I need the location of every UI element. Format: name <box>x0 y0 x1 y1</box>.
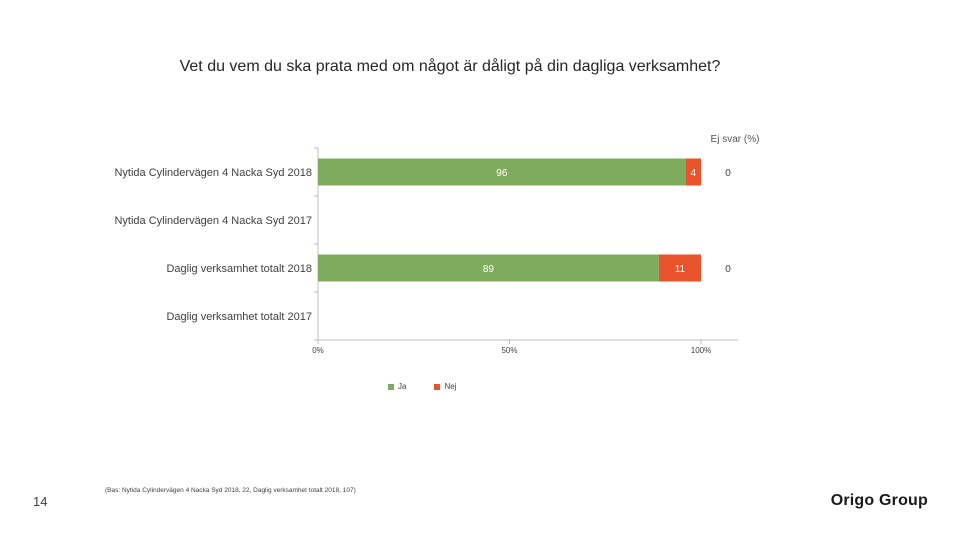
bar-ja <box>318 254 659 282</box>
data-label-nej: 4 <box>691 168 697 179</box>
category-label: Daglig verksamhet totalt 2017 <box>166 311 312 323</box>
footnote: (Bas: Nytida Cylindervägen 4 Nacka Syd 2… <box>105 487 356 494</box>
x-tick-label: 100% <box>691 346 711 355</box>
origo-group-logo: Origo Group <box>830 492 928 509</box>
data-label-ja: 96 <box>496 168 508 179</box>
data-label-nej: 11 <box>675 264 686 275</box>
legend-item-nej: Nej <box>434 382 456 391</box>
x-tick-label: 50% <box>501 346 517 355</box>
ej-svar-value: 0 <box>725 264 731 275</box>
legend-swatch-nej <box>434 383 441 390</box>
category-label: Daglig verksamhet totalt 2018 <box>166 263 312 275</box>
legend-item-ja: Ja <box>388 382 406 391</box>
legend-label-nej: Nej <box>444 382 457 391</box>
ej-svar-value: 0 <box>725 168 731 179</box>
bar-nej <box>658 254 701 282</box>
page-number: 14 <box>33 494 48 509</box>
ej-svar-header: Ej svar (%) <box>710 134 760 145</box>
legend-label-ja: Ja <box>398 382 407 391</box>
legend-swatch-ja <box>388 383 394 390</box>
data-label-ja: 89 <box>483 264 495 275</box>
category-label: Nytida Cylindervägen 4 Nacka Syd 2018 <box>114 167 312 179</box>
x-tick-label: 0% <box>312 346 324 355</box>
legend: Ja Nej <box>388 382 456 391</box>
bar-nej <box>685 158 701 186</box>
category-label: Nytida Cylindervägen 4 Nacka Syd 2017 <box>114 215 312 227</box>
bar-ja <box>318 158 686 186</box>
chart-title: Vet du vem du ska prata med om något är … <box>179 58 721 75</box>
